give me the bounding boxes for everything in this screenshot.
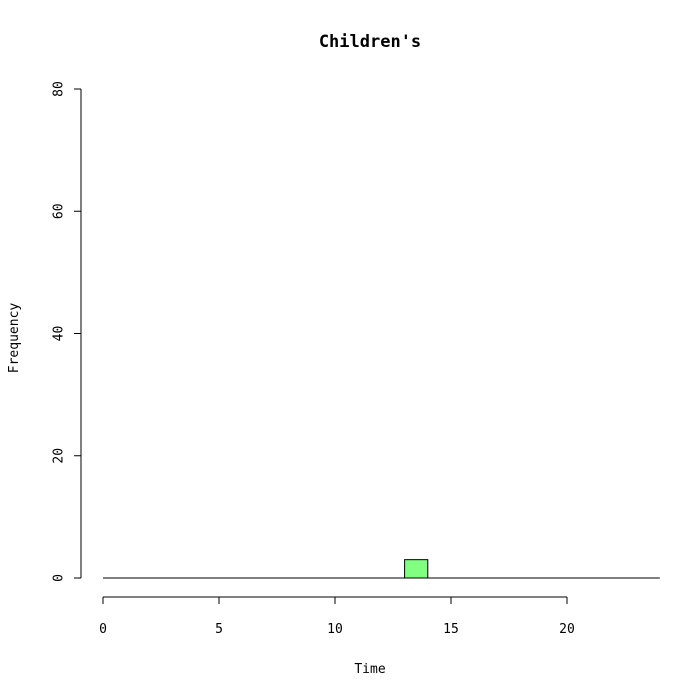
histogram-bar bbox=[404, 559, 429, 579]
y-tick-label: 0 bbox=[52, 574, 67, 582]
y-axis-label: Frequency bbox=[7, 303, 22, 374]
x-tick-label: 20 bbox=[559, 622, 575, 637]
bars-group bbox=[103, 559, 660, 579]
x-tick-label: 10 bbox=[327, 622, 343, 637]
x-tick-label: 15 bbox=[443, 622, 459, 637]
y-tick-label: 60 bbox=[52, 203, 67, 219]
y-tick-label: 80 bbox=[52, 81, 67, 97]
x-tick-label: 0 bbox=[99, 622, 107, 637]
y-tick-label: 20 bbox=[52, 448, 67, 464]
y-tick-label: 40 bbox=[52, 326, 67, 342]
chart-title: Children's bbox=[319, 32, 421, 52]
x-tick-label: 5 bbox=[215, 622, 223, 637]
y-axis: 0 20 40 60 80 bbox=[52, 81, 82, 582]
x-axis: 0 5 10 15 20 bbox=[99, 596, 575, 637]
x-axis-label: Time bbox=[354, 662, 385, 677]
